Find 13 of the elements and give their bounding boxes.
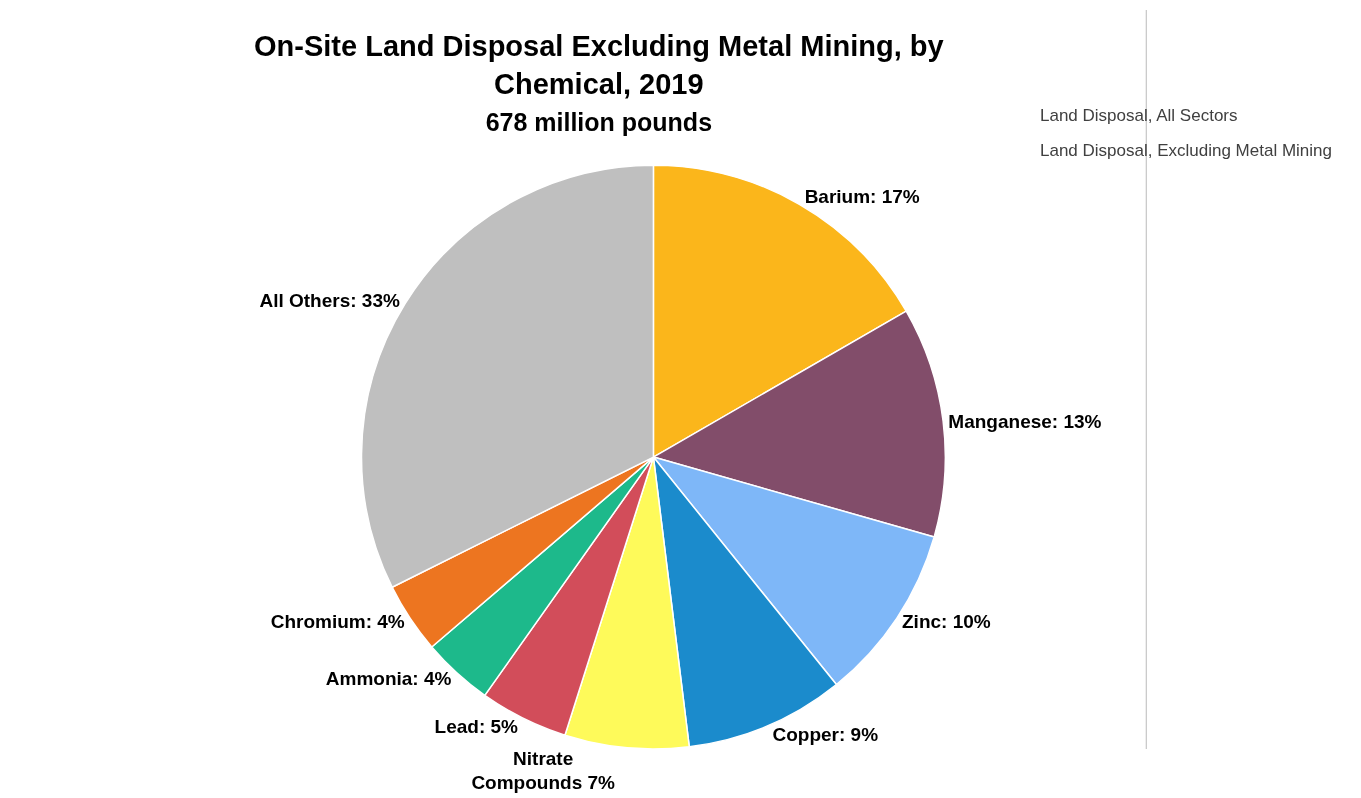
slice-label: Barium: 17% (804, 185, 920, 207)
slice-label: Chromium: 4% (270, 611, 405, 633)
text: Land Disposal, All Sectors (1040, 106, 1238, 125)
chart-subtitle: 678 million pounds (485, 108, 713, 137)
slice-label: Nitrate Compounds 7% (471, 747, 616, 794)
slice-label: Copper: 9% (772, 724, 879, 746)
slice-label: Zinc: 10% (902, 611, 991, 633)
chart-title: On-Site Land Disposal Excluding Metal Mining, by Chemical, 2019 (254, 29, 944, 100)
slice-label: Manganese: 13% (948, 410, 1102, 432)
slice-label: All Others: 33% (259, 290, 400, 312)
slice-label: Ammonia: 4% (325, 668, 452, 690)
text: Land Disposal, Excluding Metal Mining (1040, 141, 1332, 160)
slice-label: Lead: 5% (434, 716, 519, 738)
